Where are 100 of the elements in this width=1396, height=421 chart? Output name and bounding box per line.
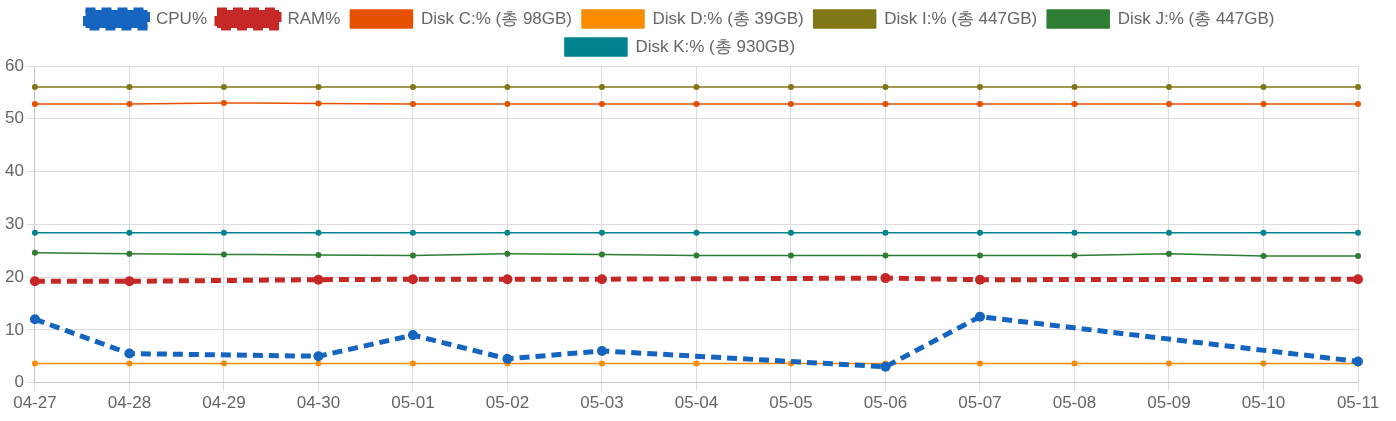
- point: [313, 274, 324, 285]
- point: [502, 353, 513, 364]
- x-tick-label: 05-05: [769, 393, 813, 413]
- point: [126, 250, 133, 257]
- y-tick-label: 0: [14, 372, 24, 392]
- point: [882, 84, 889, 91]
- x-tick-label: 04-28: [107, 393, 152, 413]
- legend-label: CPU%: [156, 8, 208, 28]
- point: [693, 100, 700, 107]
- point: [1260, 100, 1267, 107]
- point: [976, 360, 983, 367]
- point: [504, 229, 511, 236]
- x-tick-label: 04-27: [13, 393, 57, 413]
- point: [220, 360, 227, 367]
- point: [31, 229, 38, 236]
- x-tick-label: 05-04: [674, 393, 719, 413]
- point: [1353, 274, 1363, 285]
- point: [693, 229, 700, 236]
- point: [787, 252, 794, 259]
- point: [31, 360, 38, 367]
- point: [1260, 252, 1267, 259]
- point: [787, 229, 794, 236]
- point: [598, 251, 605, 258]
- point: [693, 84, 700, 91]
- point: [1071, 229, 1078, 236]
- point: [1260, 229, 1267, 236]
- point: [315, 100, 322, 107]
- point: [882, 229, 889, 236]
- point: [1165, 84, 1172, 91]
- point: [31, 249, 38, 256]
- point: [409, 84, 416, 91]
- point: [976, 100, 983, 107]
- y-tick-label: 60: [4, 55, 24, 75]
- x-tick-label: 05-08: [1052, 393, 1097, 413]
- point: [596, 274, 607, 285]
- point: [315, 251, 322, 258]
- point: [126, 229, 133, 236]
- point: [504, 84, 511, 91]
- legend-label: Disk J:% (총 447GB): [1117, 8, 1275, 28]
- point: [1260, 360, 1267, 367]
- legend-label: Disk I:% (총 447GB): [884, 8, 1038, 28]
- point: [407, 330, 418, 341]
- point: [1165, 360, 1172, 367]
- point: [1165, 229, 1172, 236]
- point: [787, 84, 794, 91]
- point: [1071, 360, 1078, 367]
- point: [598, 360, 605, 367]
- y-tick-label: 20: [4, 266, 24, 286]
- point: [409, 100, 416, 107]
- point: [976, 229, 983, 236]
- x-tick-label: 04-29: [202, 393, 246, 413]
- x-tick-label: 04-30: [296, 393, 341, 413]
- x-tick-label: 05-09: [1147, 393, 1191, 413]
- point: [882, 100, 889, 107]
- point: [31, 100, 38, 107]
- x-tick-label: 05-06: [863, 393, 908, 413]
- point: [504, 250, 511, 257]
- point: [1071, 100, 1078, 107]
- x-tick-label: 05-11: [1336, 393, 1380, 413]
- point: [1355, 252, 1361, 259]
- point: [880, 361, 891, 372]
- point: [409, 360, 416, 367]
- point: [1165, 250, 1172, 257]
- x-tick-label: 05-03: [580, 393, 624, 413]
- point: [1353, 356, 1363, 367]
- point: [126, 84, 133, 91]
- x-tick-label: 05-02: [485, 393, 530, 413]
- legend-label: Disk C:% (총 98GB): [420, 8, 573, 28]
- point: [596, 345, 607, 356]
- point: [598, 100, 605, 107]
- x-tick-label: 05-10: [1241, 393, 1286, 413]
- point: [1260, 84, 1267, 91]
- legend-label: RAM%: [287, 8, 341, 28]
- point: [598, 229, 605, 236]
- legend-label: Disk K:% (총 930GB): [635, 36, 796, 56]
- point: [220, 99, 227, 106]
- point: [409, 229, 416, 236]
- point: [315, 229, 322, 236]
- point: [315, 84, 322, 91]
- point: [407, 274, 418, 285]
- point: [1071, 252, 1078, 259]
- point: [220, 251, 227, 258]
- point: [1355, 84, 1361, 91]
- point: [1355, 100, 1361, 107]
- x-tick-label: 05-01: [391, 393, 435, 413]
- point: [126, 100, 133, 107]
- point: [976, 84, 983, 91]
- point: [1071, 84, 1078, 91]
- point: [598, 84, 605, 91]
- point: [693, 360, 700, 367]
- y-tick-label: 30: [4, 213, 24, 233]
- point: [220, 229, 227, 236]
- point: [126, 360, 133, 367]
- x-tick-label: 05-07: [958, 393, 1002, 413]
- y-tick-label: 40: [4, 161, 24, 181]
- point: [124, 276, 135, 287]
- y-tick-label: 50: [4, 108, 24, 128]
- point: [882, 252, 889, 259]
- point: [220, 84, 227, 91]
- point: [976, 252, 983, 259]
